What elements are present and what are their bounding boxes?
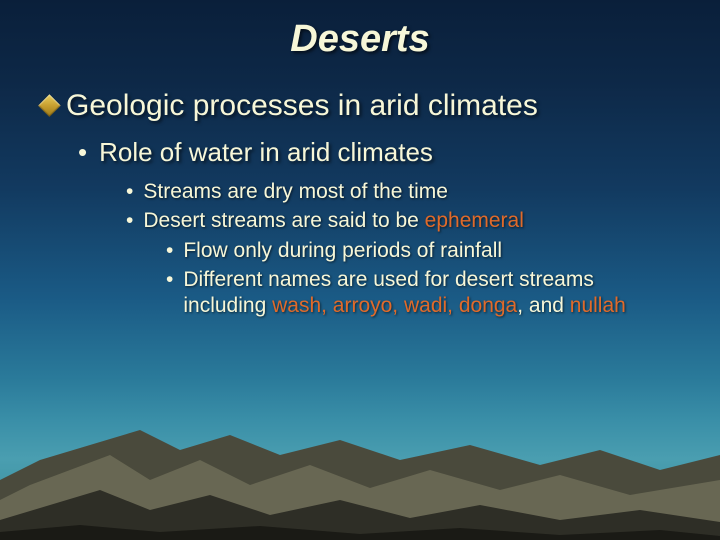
level2-line: • Role of water in arid climates [78, 137, 680, 168]
bullet-dot: • [166, 237, 173, 264]
bullet-dot: • [166, 266, 173, 293]
level4-line-2: • Different names are used for desert st… [166, 266, 680, 320]
level3-line-2: • Desert streams are said to be ephemera… [126, 207, 680, 234]
level2-text: Role of water in arid climates [99, 137, 433, 168]
l4-2-hl1: wash, arroyo, wadi, donga [272, 294, 517, 317]
bullet-dot: • [126, 207, 133, 234]
heading-line: Geologic processes in arid climates [40, 89, 680, 123]
level3-block: • Streams are dry most of the time • Des… [126, 178, 680, 235]
bullet-dot: • [78, 139, 87, 165]
slide-title: Deserts [40, 18, 680, 61]
level4-text-1: Flow only during periods of rainfall [183, 238, 502, 264]
l4-2-mid: , and [517, 294, 570, 317]
level3-text-1: Streams are dry most of the time [143, 179, 448, 205]
l3-2-pre: Desert streams are said to be [143, 209, 424, 232]
bullet-dot: • [126, 178, 133, 205]
diamond-bullet-icon [38, 94, 61, 117]
level3-line-1: • Streams are dry most of the time [126, 178, 680, 205]
level4-line-1: • Flow only during periods of rainfall [166, 237, 680, 264]
l4-2-hl2: nullah [570, 294, 626, 317]
heading-text: Geologic processes in arid climates [66, 89, 538, 123]
level3-text-2: Desert streams are said to be ephemeral [143, 208, 524, 234]
l3-2-highlight: ephemeral [425, 209, 524, 232]
level4-block: • Flow only during periods of rainfall •… [166, 237, 680, 320]
level4-text-2: Different names are used for desert stre… [183, 267, 680, 320]
level2-block: • Role of water in arid climates [78, 137, 680, 168]
slide: Deserts Geologic processes in arid clima… [0, 0, 720, 540]
